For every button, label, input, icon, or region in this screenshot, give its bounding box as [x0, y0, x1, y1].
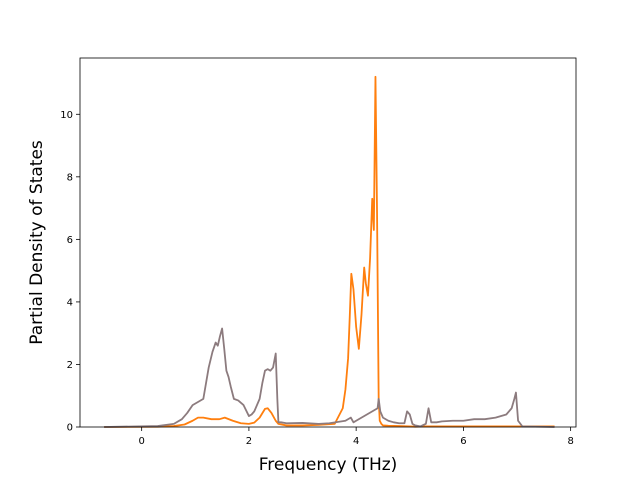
- x-axis-label: Frequency (THz): [259, 455, 398, 475]
- x-tick-label: 4: [353, 436, 359, 447]
- axes-background: [80, 58, 576, 427]
- series-line-1: [104, 75, 555, 428]
- y-tick-label: 2: [67, 360, 73, 371]
- series-line-2: [104, 327, 555, 428]
- y-tick-label: 0: [67, 423, 73, 434]
- plot-area: [79, 57, 577, 428]
- x-tick-label: 8: [567, 436, 573, 447]
- y-tick-label: 4: [67, 297, 73, 308]
- y-tick-label: 8: [67, 172, 73, 183]
- x-tick-label: 6: [460, 436, 466, 447]
- y-axis-label: Partial Density of States: [27, 140, 47, 345]
- y-tick-label: 10: [60, 110, 73, 121]
- y-axis-ticks: 0 2 4 6 8 10: [60, 110, 80, 434]
- axes-frame: [79, 57, 577, 428]
- x-axis-ticks: 0 2 4 6 8: [138, 427, 574, 447]
- series-layer: [104, 75, 555, 428]
- x-tick-label: 2: [246, 436, 252, 447]
- x-tick-label: 0: [138, 436, 144, 447]
- y-tick-label: 6: [67, 235, 73, 246]
